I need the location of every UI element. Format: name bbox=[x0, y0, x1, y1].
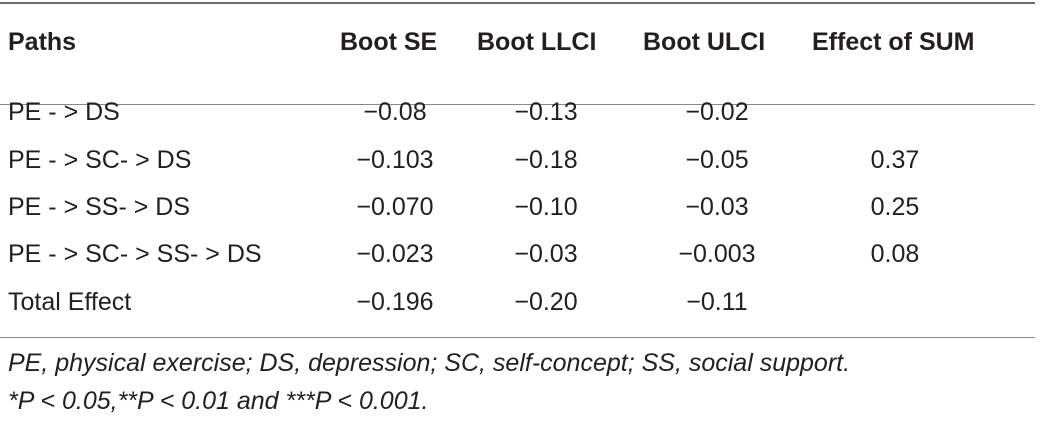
boot-se-cell: −0.08 bbox=[363, 98, 427, 126]
boot-ulci-cell: −0.05 bbox=[685, 146, 749, 174]
header-paths: Paths bbox=[8, 28, 77, 56]
effect-of-sum-cell: 0.25 bbox=[870, 193, 920, 221]
effect-of-sum-cell: 0.37 bbox=[870, 146, 920, 174]
header-rule bbox=[0, 104, 1035, 105]
table-row: Total Effect −0.196 −0.20 −0.11 bbox=[0, 287, 1035, 333]
boot-llci-cell: −0.03 bbox=[514, 240, 578, 268]
path-cell: PE - > SS- > DS bbox=[8, 193, 191, 221]
header-boot-llci: Boot LLCI bbox=[477, 28, 597, 56]
boot-ulci-cell: −0.11 bbox=[686, 288, 748, 316]
boot-se-cell: −0.023 bbox=[356, 240, 434, 268]
boot-llci-cell: −0.20 bbox=[514, 288, 578, 316]
header-boot-ulci: Boot ULCI bbox=[643, 28, 766, 56]
table-row: PE - > SS- > DS −0.070 −0.10 −0.03 0.25 bbox=[0, 192, 1035, 238]
effect-of-sum-cell: 0.08 bbox=[870, 240, 920, 268]
table-row: PE - > DS −0.08 −0.13 −0.02 bbox=[0, 97, 1035, 143]
footnote-significance: *P < 0.05,**P < 0.01 and ***P < 0.001. bbox=[8, 387, 429, 415]
boot-llci-cell: −0.13 bbox=[514, 98, 578, 126]
table-bottom-rule bbox=[0, 337, 1035, 338]
boot-se-cell: −0.103 bbox=[356, 146, 434, 174]
boot-ulci-cell: −0.02 bbox=[685, 98, 749, 126]
footnote-abbreviations: PE, physical exercise; DS, depression; S… bbox=[8, 349, 851, 377]
path-cell: PE - > DS bbox=[8, 98, 120, 126]
header-boot-se: Boot SE bbox=[340, 28, 438, 56]
boot-ulci-cell: −0.03 bbox=[685, 193, 749, 221]
table-top-rule bbox=[0, 2, 1035, 4]
path-cell: PE - > SC- > SS- > DS bbox=[8, 240, 262, 268]
table-row: PE - > SC- > DS −0.103 −0.18 −0.05 0.37 bbox=[0, 145, 1035, 191]
boot-ulci-cell: −0.003 bbox=[678, 240, 756, 268]
boot-llci-cell: −0.10 bbox=[514, 193, 578, 221]
path-cell: PE - > SC- > DS bbox=[8, 146, 192, 174]
boot-se-cell: −0.070 bbox=[356, 193, 434, 221]
header-effect-of-sum: Effect of SUM bbox=[812, 28, 975, 56]
boot-se-cell: −0.196 bbox=[356, 288, 434, 316]
boot-llci-cell: −0.18 bbox=[514, 146, 578, 174]
path-cell: Total Effect bbox=[8, 288, 132, 316]
table-row: PE - > SC- > SS- > DS −0.023 −0.03 −0.00… bbox=[0, 239, 1035, 285]
